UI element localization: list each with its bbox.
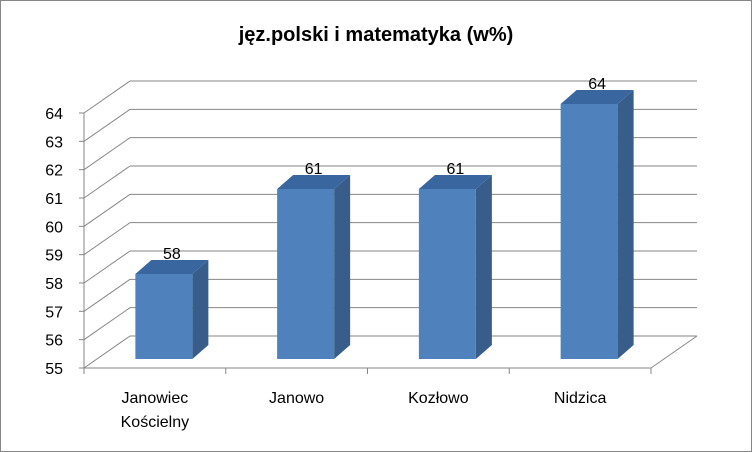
bar bbox=[560, 104, 618, 359]
bar-top bbox=[560, 90, 634, 104]
gridline-diagonal bbox=[83, 80, 131, 114]
y-tick-label: 62 bbox=[45, 163, 63, 180]
bar bbox=[277, 189, 335, 359]
floor-edge-right bbox=[650, 335, 698, 369]
gridline-diagonal bbox=[83, 137, 131, 171]
gridline-diagonal bbox=[83, 193, 131, 227]
bar bbox=[418, 189, 476, 359]
data-label: 58 bbox=[163, 246, 181, 263]
x-tick-label: Kozłowo bbox=[408, 390, 469, 407]
x-tick-label: Janowo bbox=[269, 390, 324, 407]
y-tick-label: 55 bbox=[45, 361, 63, 378]
y-tick-label: 60 bbox=[45, 219, 63, 236]
data-label: 64 bbox=[588, 76, 606, 93]
gridline-diagonal bbox=[83, 335, 131, 369]
gridline-diagonal bbox=[83, 250, 131, 284]
gridline-diagonal bbox=[83, 278, 131, 312]
y-tick-label: 61 bbox=[45, 191, 63, 208]
bar-top bbox=[277, 175, 351, 189]
chart-title: jęz.polski i matematyka (w%) bbox=[238, 24, 514, 46]
data-label: 61 bbox=[305, 161, 323, 178]
y-tick-label: 64 bbox=[45, 106, 63, 123]
data-label: 61 bbox=[446, 161, 464, 178]
x-tick-label: Janowiec Kościelny bbox=[121, 390, 189, 431]
gridline-diagonal bbox=[83, 165, 131, 199]
bar bbox=[135, 274, 193, 359]
bar-side bbox=[475, 175, 492, 359]
bar-top bbox=[135, 260, 209, 274]
x-tick-label: Nidzica bbox=[554, 390, 607, 407]
y-tick-label: 58 bbox=[45, 276, 63, 293]
y-tick-label: 59 bbox=[45, 248, 63, 265]
y-tick-label: 57 bbox=[45, 304, 63, 321]
gridline-diagonal bbox=[83, 222, 131, 256]
gridline-diagonal bbox=[83, 108, 131, 142]
bar-side bbox=[192, 260, 209, 359]
bar-side bbox=[617, 90, 634, 359]
y-tick-label: 63 bbox=[45, 134, 63, 151]
y-tick-label: 56 bbox=[45, 333, 63, 350]
bar-top bbox=[418, 175, 492, 189]
bar-side bbox=[334, 175, 351, 359]
gridline-diagonal bbox=[83, 307, 131, 341]
